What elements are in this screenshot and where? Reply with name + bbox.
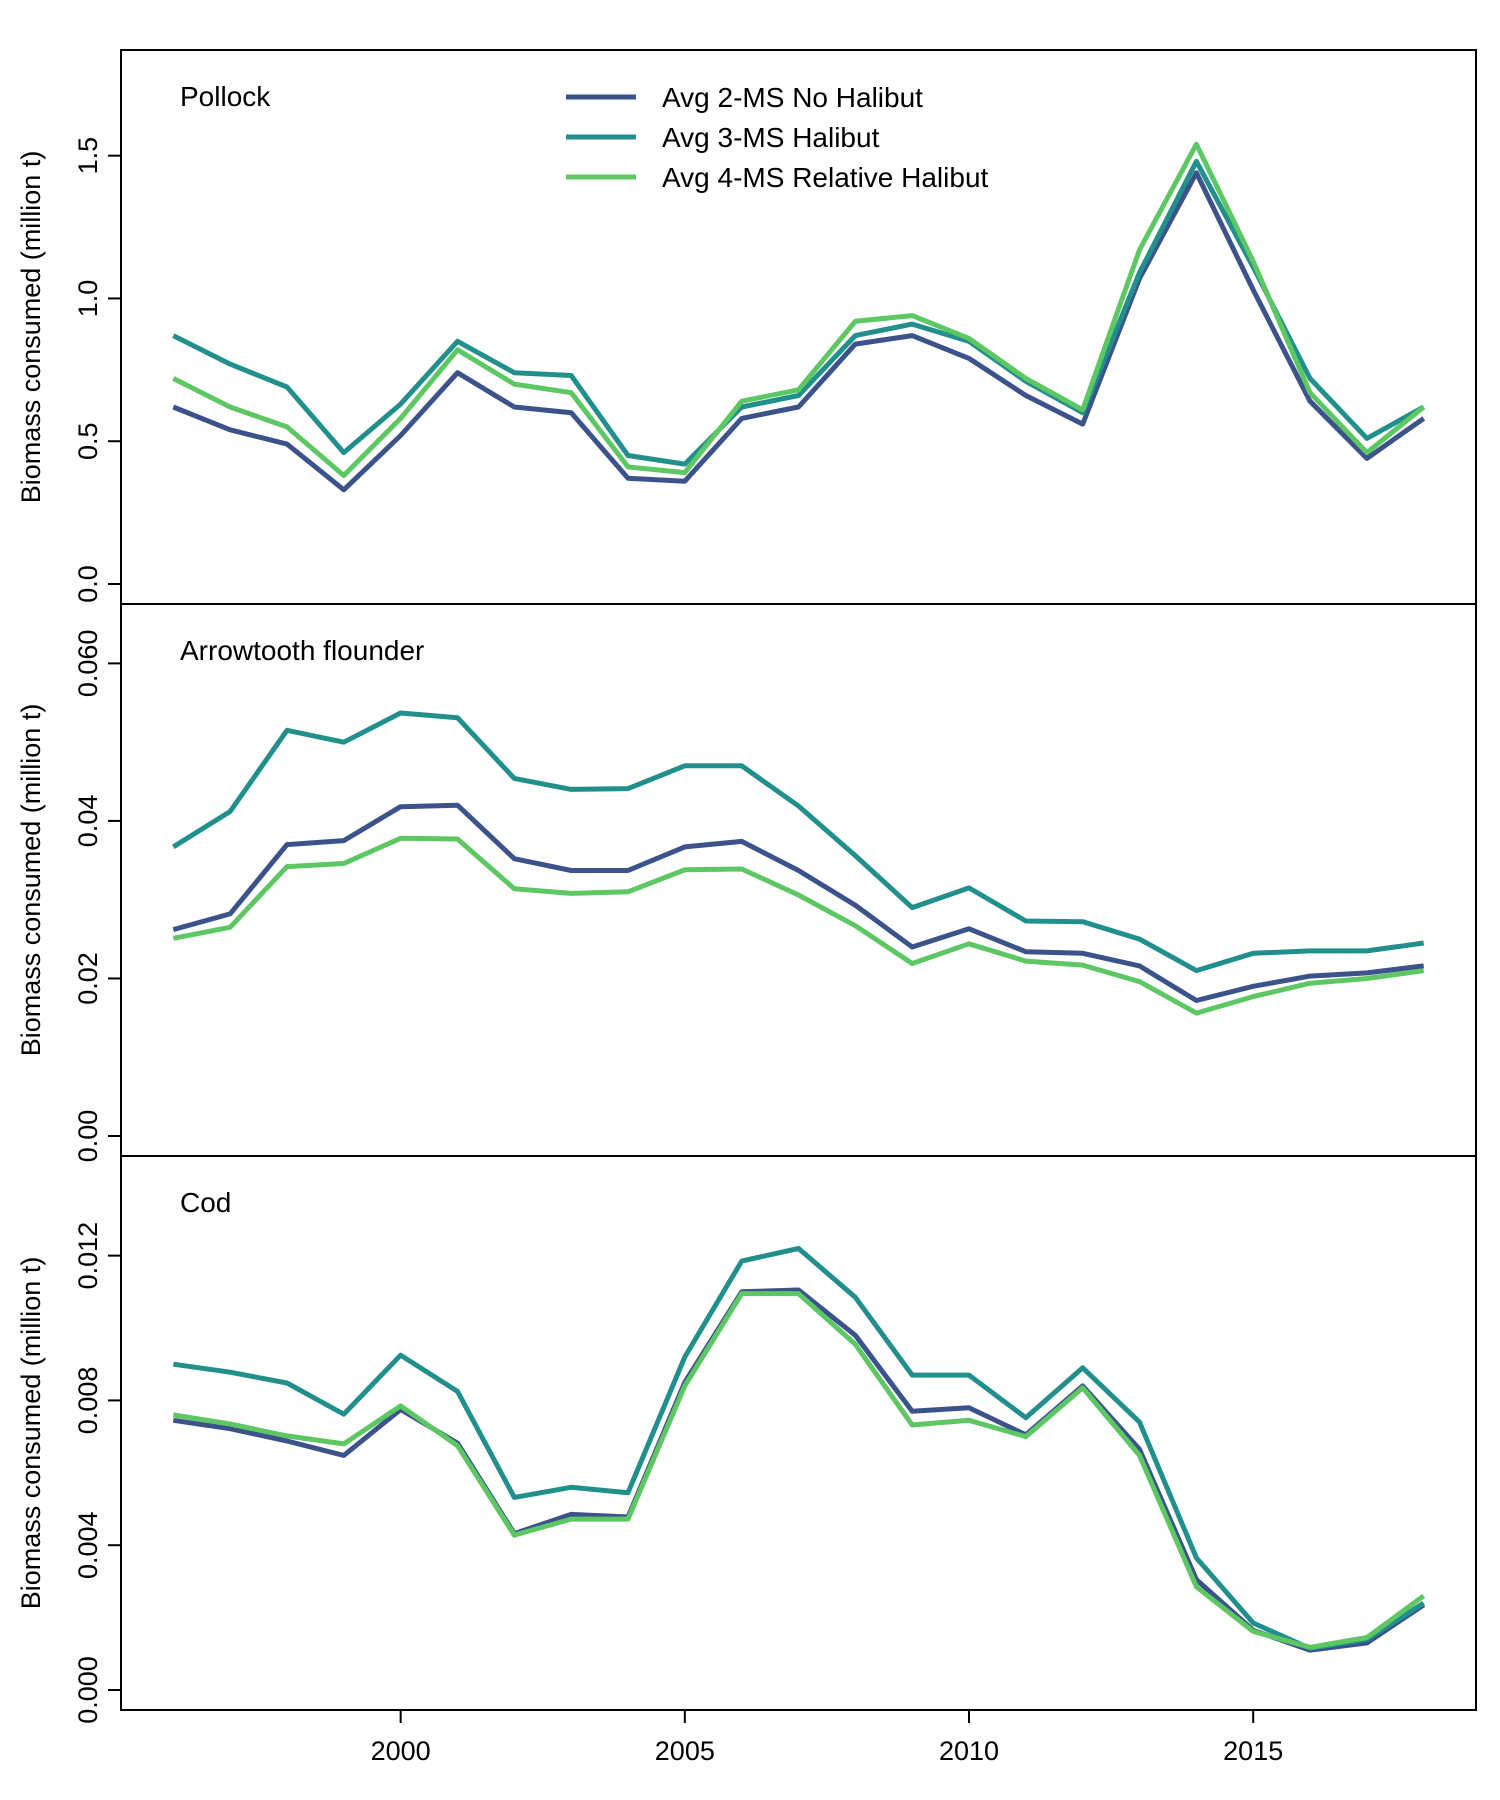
legend-label: Avg 4-MS Relative Halibut xyxy=(662,162,989,193)
series-line-2 xyxy=(172,141,1426,478)
y-tick-label: 0.004 xyxy=(73,1511,103,1579)
legend-label: Avg 3-MS Halibut xyxy=(662,122,880,153)
y-tick-label: 0.000 xyxy=(73,1656,103,1724)
panel-frame xyxy=(120,1155,1477,1711)
series-line-2 xyxy=(172,835,1425,1016)
panel-1: 0.00 0.02 0.04 0.060 Biomass consumed (milli… xyxy=(16,603,1477,1163)
y-tick-label: 0.012 xyxy=(73,1222,103,1290)
panels: 0.0 0.5 1.0 1.5 Biomass consumed (million t)… xyxy=(16,49,1477,1766)
x-tick-label: 2005 xyxy=(655,1736,715,1766)
panel-title: Cod xyxy=(180,1187,231,1218)
series-line-0 xyxy=(172,802,1425,1003)
y-axis-label: Biomass consumed (million t) xyxy=(16,1257,46,1610)
legend: Avg 2-MS No Halibut Avg 3-MS Halibut Avg 4… xyxy=(566,82,989,193)
series-line-2 xyxy=(172,1291,1426,1650)
x-tick-label: 2015 xyxy=(1223,1736,1283,1766)
y-tick-label: 1.0 xyxy=(73,280,103,318)
series-line-0 xyxy=(172,170,1426,493)
y-tick-label: 0.0 xyxy=(73,565,103,603)
panel-2: 0.000 0.004 0.008 0.012 Biomass consumed (mi… xyxy=(16,1155,1477,1766)
panel-title: Arrowtooth flounder xyxy=(180,635,424,666)
x-tick-label: 2010 xyxy=(939,1736,999,1766)
series-line-0 xyxy=(172,1287,1426,1653)
panel-0: 0.0 0.5 1.0 1.5 Biomass consumed (million t)… xyxy=(16,49,1477,605)
x-tick-label: 2000 xyxy=(371,1736,431,1766)
y-tick-label: 0.00 xyxy=(73,1110,103,1163)
series-line-1 xyxy=(171,710,1425,974)
y-tick-label: 1.5 xyxy=(73,137,103,175)
legend-label: Avg 2-MS No Halibut xyxy=(662,82,923,113)
y-tick-label: 0.060 xyxy=(73,630,103,698)
series-line-1 xyxy=(172,158,1425,467)
y-axis-label: Biomass consumed (million t) xyxy=(16,151,46,504)
y-tick-label: 0.02 xyxy=(73,952,103,1005)
y-axis-label: Biomass consumed (million t) xyxy=(16,704,46,1057)
y-tick-label: 0.5 xyxy=(73,422,103,460)
y-tick-label: 0.04 xyxy=(73,795,103,848)
y-tick-label: 0.008 xyxy=(73,1367,103,1435)
panel-title: Pollock xyxy=(180,81,271,112)
series-line-1 xyxy=(172,1245,1426,1651)
